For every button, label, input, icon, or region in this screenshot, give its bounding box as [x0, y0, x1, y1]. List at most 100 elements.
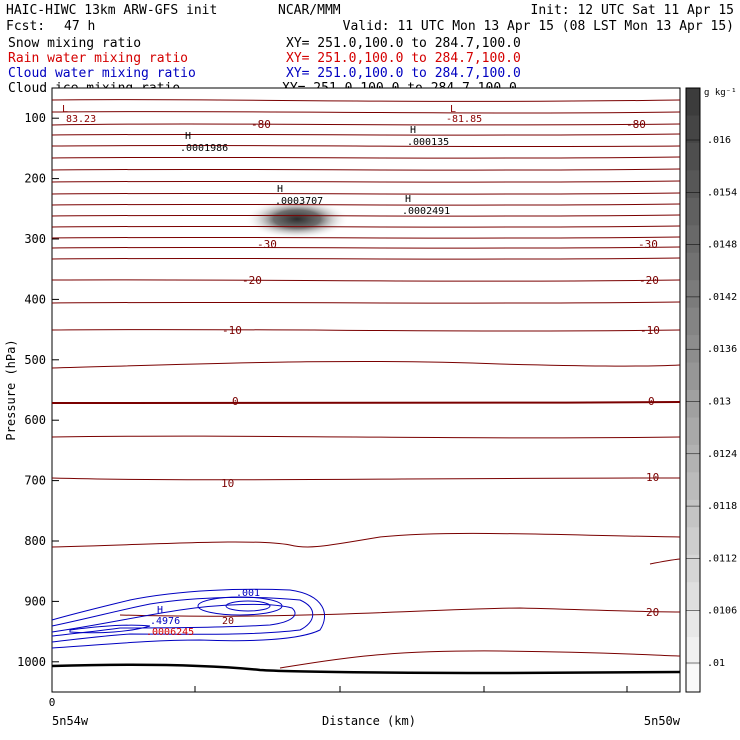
extremum-mark: H [410, 125, 416, 136]
colorbar-labels: .016 .0154 .0148 .0142 .0136 .013 .0124 .0118 .0… [686, 135, 737, 669]
terrain-line [51, 663, 681, 675]
extremum-value: .0006245 [146, 627, 194, 638]
x-axis: 0 5n54w Distance (km) 5n50w [49, 686, 681, 728]
temp-contour [51, 168, 681, 171]
x-left-location: 5n54w [52, 714, 89, 728]
cloud-water-contour [51, 588, 325, 649]
plot-frame [51, 87, 681, 693]
colorbar-frame [685, 87, 701, 693]
extremum-mark: H [405, 194, 411, 205]
y-tick-label: 1000 [17, 655, 46, 669]
cloud-water-contour [69, 624, 151, 634]
y-tick-label: 700 [24, 474, 46, 488]
cloud-water-contour [51, 603, 296, 637]
contour-label: -80 [251, 118, 271, 131]
temp-contour [649, 558, 681, 565]
temp-contour [51, 435, 681, 439]
temp-contour [119, 607, 681, 617]
colorbar-label: .0106 [707, 606, 737, 617]
colorbar-segment [686, 637, 700, 666]
colorbar-segment [686, 664, 700, 693]
colorbar-segment [686, 197, 700, 226]
colorbar-segment [686, 609, 700, 638]
extremum-value: .0003707 [275, 196, 323, 207]
y-tick-label: 900 [24, 594, 46, 608]
contour-label: -30 [257, 238, 277, 251]
colorbar-label: .0154 [707, 187, 737, 198]
cloud-ice-shading [245, 199, 349, 239]
y-tick-label: 800 [24, 534, 46, 548]
extremum-mark: H [185, 131, 191, 142]
colorbar-label: .0118 [707, 501, 737, 512]
colorbar-segment [686, 115, 700, 144]
valid-time: Valid: 11 UTC Mon 13 Apr 15 (08 LST Mon … [343, 19, 734, 34]
colorbar-segment [686, 444, 700, 473]
contour-label: -80 [626, 118, 646, 131]
extremum-value: .0001986 [180, 143, 228, 154]
extremum-value: -81.85 [446, 114, 482, 125]
colorbar-segment [686, 225, 700, 254]
extremum-mark: L [450, 104, 456, 115]
contour-label: 0 [648, 395, 655, 408]
y-axis: 100 200 300 400 500 600 700 800 900 1000 Pressure… [4, 111, 59, 669]
y-tick-label: 200 [24, 172, 46, 186]
init-time: Init: 12 UTC Sat 11 Apr 15 [531, 3, 735, 18]
y-tick-label: 400 [24, 292, 46, 306]
temp-contour [51, 257, 681, 260]
colorbar-segment [686, 582, 700, 611]
y-tick-label: 500 [24, 353, 46, 367]
plot-area: -80 -80 -30 -30 -20 -20 -10 -10 0 0 10 1… [51, 87, 681, 693]
org-label: NCAR/MMM [278, 3, 341, 18]
contour-label: -30 [638, 238, 658, 251]
temp-contour [51, 360, 681, 369]
contour-label: -10 [222, 324, 242, 337]
rain-contour-label: 20 [222, 616, 234, 627]
temp-contour [51, 329, 681, 332]
colorbar-segment [686, 417, 700, 446]
temp-contour [51, 203, 681, 206]
contour-label: -20 [242, 274, 262, 287]
temp-contour [51, 301, 681, 304]
x-axis-label: Distance (km) [322, 714, 416, 728]
colorbar-segment [686, 252, 700, 281]
y-ticks: 100 200 300 400 500 600 700 800 900 1000 [17, 111, 59, 669]
temp-contour [51, 180, 681, 183]
colorbar-unit: g kg⁻¹ [704, 88, 737, 98]
colorbar-segment [686, 280, 700, 309]
temp-contour [51, 236, 681, 239]
temp-contour [279, 650, 681, 669]
field-name-snow: Snow mixing ratio [8, 36, 141, 51]
temp-contour [51, 225, 681, 228]
colorbar-segment [686, 499, 700, 528]
temp-contour [51, 123, 681, 126]
colorbar-segment [686, 554, 700, 583]
colorbar-label: .01 [707, 658, 725, 669]
x-right-location: 5n50w [644, 714, 681, 728]
extremum-value: .0002491 [402, 206, 450, 217]
fcst-value: 47 h [64, 19, 95, 34]
fcst-label: Fcst: [6, 19, 45, 34]
colorbar-segments [686, 88, 700, 693]
colorbar-segment [686, 527, 700, 556]
extremum-value: .000135 [407, 137, 449, 148]
model-title: HAIC-HIWC 13km ARW-GFS init [6, 3, 217, 18]
contour-label: 10 [646, 471, 659, 484]
colorbar: .016 .0154 .0148 .0142 .0136 .013 .0124 .0118 .0… [685, 87, 737, 693]
temp-contour [51, 156, 681, 159]
cloud-water-contour [225, 600, 271, 612]
colorbar-label: .016 [707, 135, 731, 146]
cloud-water-contour [197, 596, 283, 616]
contour-label: -10 [640, 324, 660, 337]
temp-contour [51, 532, 681, 548]
contour-label: 0 [232, 395, 239, 408]
contour-label: 10 [221, 477, 234, 490]
temperature-contours [51, 99, 681, 669]
extremum-value: 83.23 [66, 114, 96, 125]
colorbar-segment [686, 170, 700, 199]
field-xy-snow: XY= 251.0,100.0 to 284.7,100.0 [286, 36, 521, 51]
colorbar-segment [686, 390, 700, 418]
temp-contour [51, 133, 681, 136]
temp-contour [51, 279, 681, 282]
colorbar-segment [686, 472, 700, 501]
